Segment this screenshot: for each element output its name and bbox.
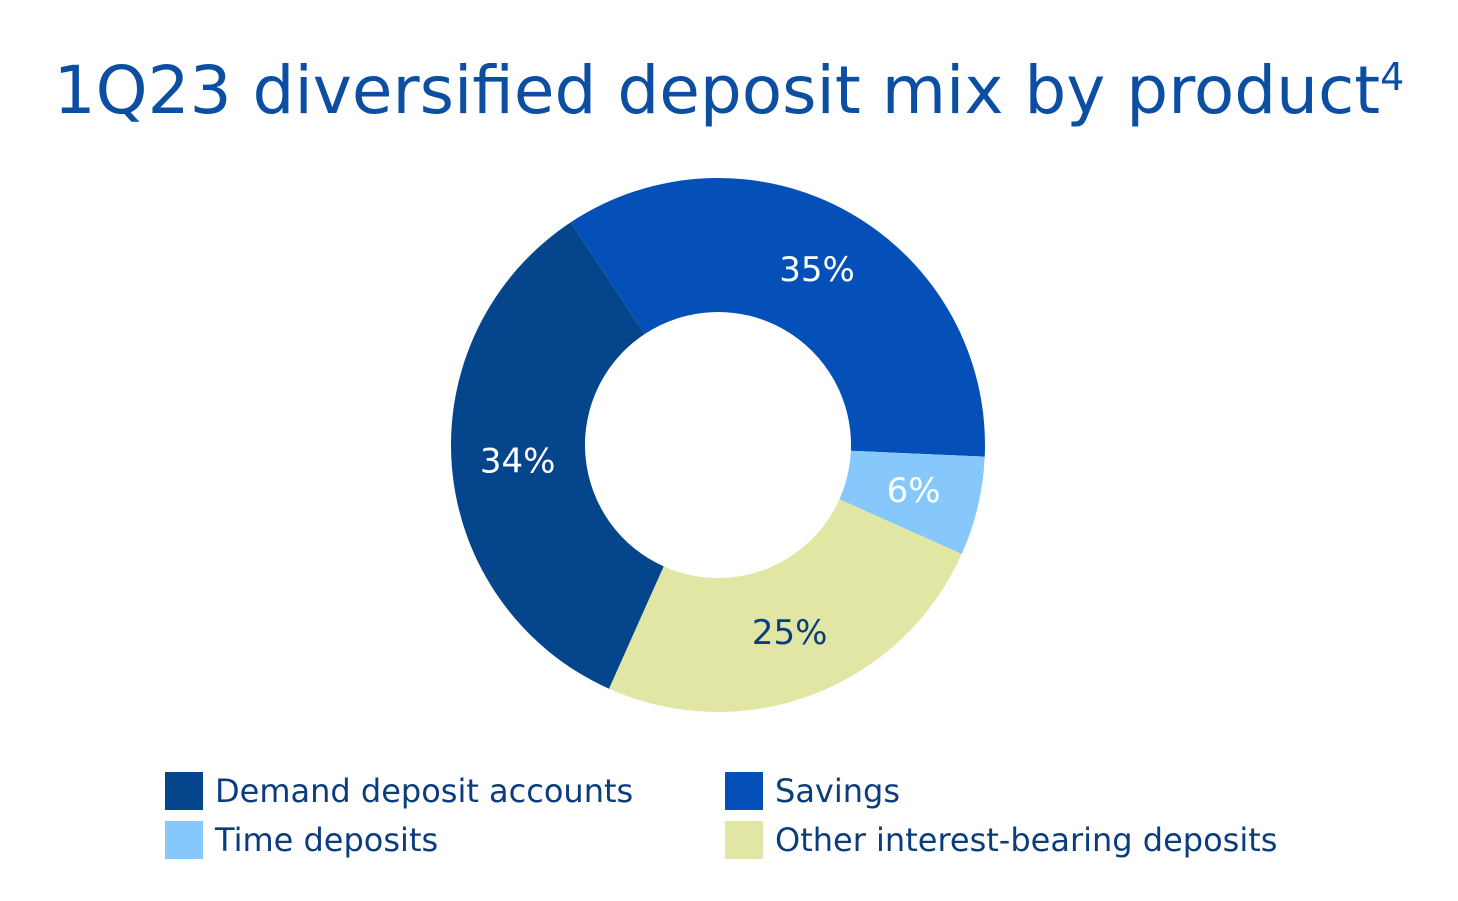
legend-item-other-interest-bearing-deposits: Other interest-bearing deposits [725,821,1277,859]
chart-legend: Demand deposit accounts Savings Time dep… [165,772,1315,872]
legend-swatch [165,821,203,859]
slice-label: 35% [779,250,855,290]
slice-other-interest-bearing-deposits [608,499,962,712]
legend-swatch [725,821,763,859]
chart-title-text: 1Q23 diversified deposit mix by product [53,52,1381,129]
title-footnote-marker: 4 [1380,55,1405,99]
legend-item-time-deposits: Time deposits [165,821,438,859]
slice-savings [570,178,985,457]
legend-label: Other interest-bearing deposits [775,821,1278,859]
slice-label: 6% [887,471,941,511]
legend-item-savings: Savings [725,772,900,810]
slice-demand-deposit-accounts [450,222,664,689]
legend-label: Demand deposit accounts [215,772,634,810]
legend-label: Savings [775,772,901,810]
legend-item-demand-deposit-accounts: Demand deposit accounts [165,772,633,810]
slice-label: 34% [480,441,556,481]
legend-label: Time deposits [215,821,439,859]
slice-label: 25% [752,613,828,653]
chart-title: 1Q23 diversified deposit mix by product4 [0,52,1458,129]
slice-time-deposits [839,450,985,555]
legend-swatch [165,772,203,810]
legend-swatch [725,772,763,810]
